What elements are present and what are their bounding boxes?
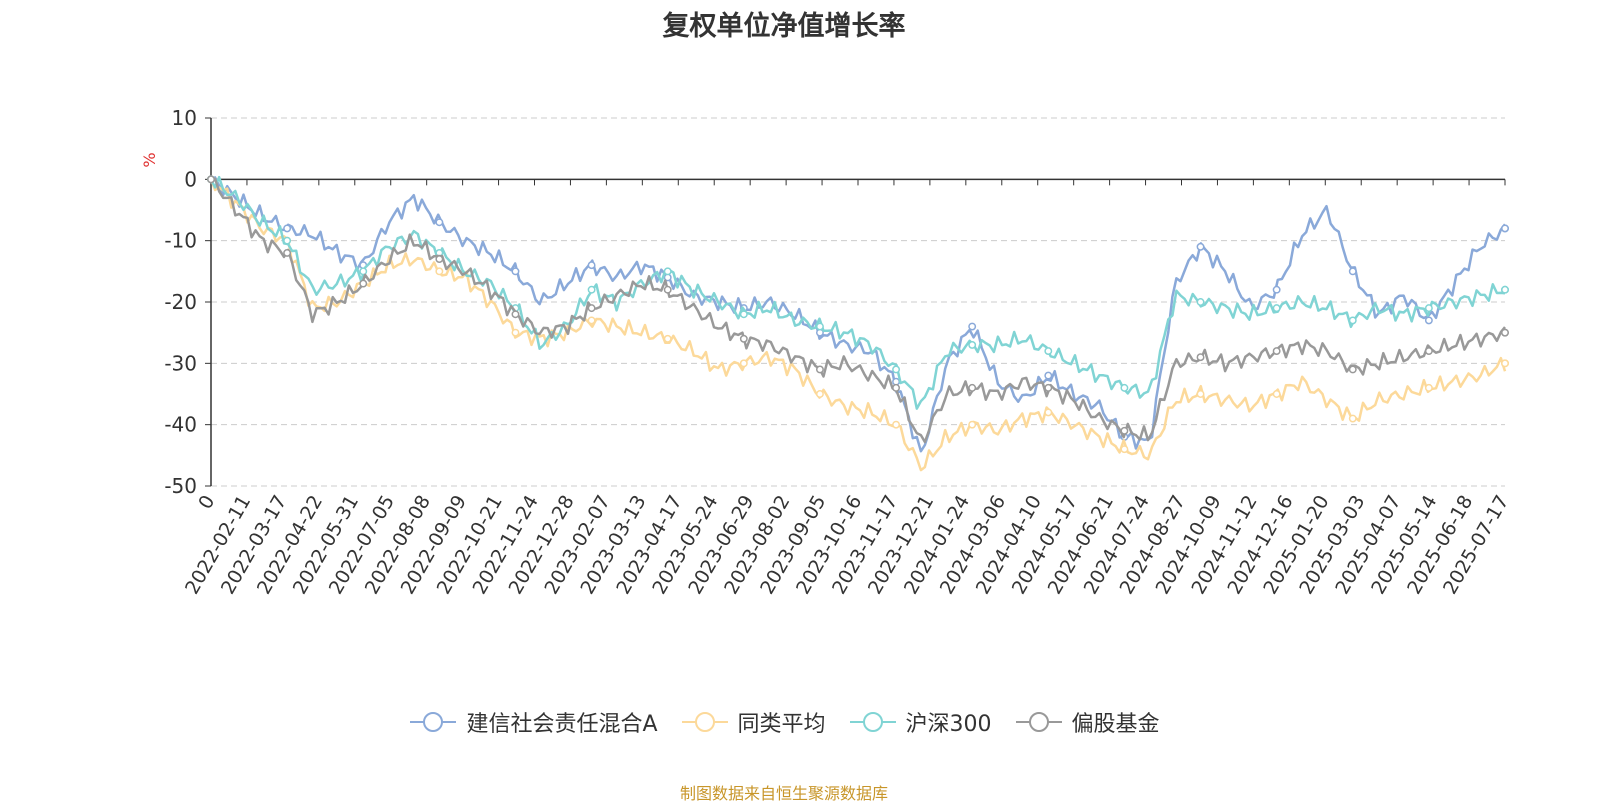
series-point xyxy=(1348,316,1357,325)
legend-label: 沪深300 xyxy=(905,712,992,737)
series-point xyxy=(1196,353,1205,362)
series-point xyxy=(1348,414,1357,423)
series-point xyxy=(1501,224,1509,233)
legend-marker-icon xyxy=(410,712,457,732)
series-point xyxy=(663,267,672,276)
series-point xyxy=(1424,347,1433,356)
series-point xyxy=(283,236,292,245)
series-point xyxy=(739,334,748,343)
series-point xyxy=(815,365,824,374)
series-point xyxy=(1044,383,1053,392)
series-point xyxy=(511,328,520,337)
y-tick-label: -50 xyxy=(164,474,197,498)
series-point xyxy=(1120,445,1129,454)
series-point xyxy=(587,261,596,270)
series-point xyxy=(1348,365,1357,374)
legend-item[interactable]: 偏股基金 xyxy=(1014,706,1160,738)
series-point xyxy=(968,340,977,349)
series-point xyxy=(1424,383,1433,392)
series-point xyxy=(968,322,977,331)
series-line xyxy=(209,175,1506,410)
series-point xyxy=(435,267,444,276)
legend-label: 偏股基金 xyxy=(1071,712,1160,737)
y-tick-label: 10 xyxy=(172,106,197,130)
series-point xyxy=(1501,328,1509,337)
x-tick-label: 0 xyxy=(194,492,219,513)
legend-item[interactable]: 同类平均 xyxy=(680,706,826,738)
y-tick-label: -20 xyxy=(164,290,197,314)
series-point xyxy=(1044,408,1053,417)
legend-marker-icon xyxy=(849,712,896,732)
series-line xyxy=(210,177,1506,444)
series-point xyxy=(663,334,672,343)
series-point xyxy=(1196,390,1205,398)
series-point xyxy=(1272,390,1281,398)
legend-label: 建信社会责任混合A xyxy=(466,712,658,737)
series-point xyxy=(283,224,292,233)
series-point xyxy=(283,248,292,257)
series-point xyxy=(815,390,824,398)
series-point xyxy=(739,359,748,368)
series-point xyxy=(435,255,444,264)
series-point xyxy=(892,365,901,374)
y-axis-unit-label: % xyxy=(140,152,159,167)
series-point xyxy=(587,285,596,294)
series-point xyxy=(892,420,901,429)
series-point xyxy=(815,322,824,331)
series-point xyxy=(587,316,596,325)
series-point xyxy=(1424,304,1433,313)
series-point xyxy=(1044,371,1053,380)
series-point xyxy=(663,285,672,294)
chart-title: 复权单位净值增长率 xyxy=(662,11,906,42)
series-point xyxy=(1120,383,1129,392)
series-lines xyxy=(207,175,1509,472)
series-point xyxy=(587,304,596,313)
series-point xyxy=(435,218,444,227)
y-tick-label: -30 xyxy=(164,351,197,375)
source-note: 制图数据来自恒生聚源数据库 xyxy=(679,784,888,803)
series-point xyxy=(1044,347,1053,356)
series-point xyxy=(1272,347,1281,356)
legend-label: 同类平均 xyxy=(737,712,826,737)
series-point xyxy=(1120,426,1129,435)
series-line xyxy=(209,178,1507,472)
series-point xyxy=(511,267,520,276)
legend-marker-icon xyxy=(1015,712,1062,732)
line-chart: 100-10-20-30-40-5002022-02-112022-03-172… xyxy=(140,106,1513,598)
series-point xyxy=(968,383,977,392)
series-point xyxy=(1501,359,1509,368)
y-tick-label: -10 xyxy=(164,229,197,253)
series-point xyxy=(1196,298,1205,306)
y-tick-label: 0 xyxy=(184,167,197,191)
series-point xyxy=(207,175,215,184)
series-point xyxy=(511,310,520,319)
series-point xyxy=(1348,267,1357,276)
legend-marker-icon xyxy=(681,712,728,732)
series-point xyxy=(892,383,901,392)
series-point xyxy=(739,310,748,319)
series-point xyxy=(1501,285,1509,294)
series-point xyxy=(1196,242,1205,251)
series-point xyxy=(359,267,368,276)
y-tick-label: -40 xyxy=(164,413,197,437)
legend: 建信社会责任混合A 同类平均 沪深300 偏股基金 xyxy=(0,706,1568,738)
legend-item[interactable]: 沪深300 xyxy=(848,706,992,738)
series-point xyxy=(1272,304,1281,313)
series-point xyxy=(1272,285,1281,294)
series-point xyxy=(359,279,368,288)
series-point xyxy=(1424,316,1433,325)
series-point xyxy=(968,420,977,429)
legend-item[interactable]: 建信社会责任混合A xyxy=(408,706,658,738)
